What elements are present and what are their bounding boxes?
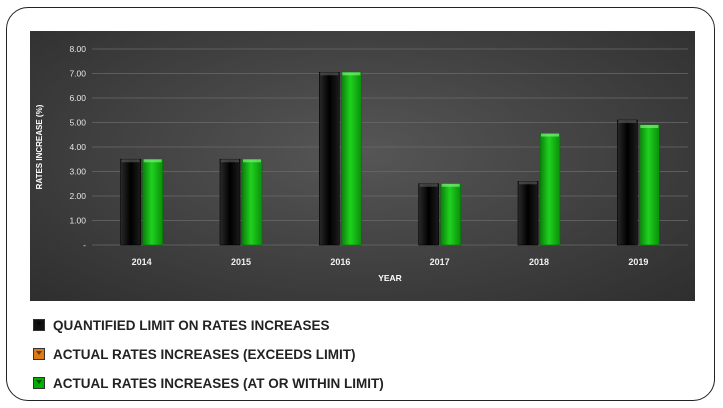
bar-chart: - 1.00 2.00 3.00 4.00 5.00 6.00 7.00 8.00 RATES I… xyxy=(35,44,688,283)
bar-top-highlight xyxy=(419,183,438,187)
x-tick-label: 2015 xyxy=(231,257,251,267)
legend-label: ACTUAL RATES INCREASES (AT OR WITHIN LIM… xyxy=(53,375,384,391)
x-tick-label: 2014 xyxy=(132,257,152,267)
bar-top-highlight xyxy=(342,72,361,76)
y-tick-label: 6.00 xyxy=(69,93,86,103)
bar-limit xyxy=(418,183,439,246)
y-tick-label: 2.00 xyxy=(69,191,86,201)
bar-limit xyxy=(517,181,539,246)
y-tick-label: - xyxy=(83,240,86,250)
legend-swatch-notch xyxy=(36,380,42,384)
legend-label: QUANTIFIED LIMIT ON RATES INCREASES xyxy=(53,317,330,333)
legend-item-within-limit: ACTUAL RATES INCREASES (AT OR WITHIN LIM… xyxy=(33,374,384,392)
bar-actual xyxy=(440,183,461,246)
bar-actual xyxy=(241,158,263,246)
x-tick-label: 2017 xyxy=(430,257,450,267)
bar-top-highlight xyxy=(441,183,460,187)
x-axis-label: YEAR xyxy=(378,273,402,283)
bar-top-highlight xyxy=(519,181,537,185)
bar-top-highlight xyxy=(640,124,659,128)
legend-swatch-icon xyxy=(33,348,45,360)
bar-top-highlight xyxy=(243,159,261,163)
bar-limit xyxy=(120,158,141,246)
y-tick-label: 8.00 xyxy=(69,44,86,54)
bar-actual xyxy=(639,124,660,246)
y-axis-label: RATES INCREASE (%) xyxy=(35,104,44,189)
legend-swatch-icon xyxy=(33,377,45,389)
bar-top-highlight xyxy=(143,159,162,163)
legend: QUANTIFIED LIMIT ON RATES INCREASES ACTU… xyxy=(33,316,384,403)
bar-top-highlight xyxy=(221,159,239,163)
bar-limit xyxy=(617,119,638,246)
bar-top-highlight xyxy=(618,120,637,124)
bar-actual xyxy=(341,71,362,246)
y-tick-label: 5.00 xyxy=(69,118,86,128)
bar-limit xyxy=(319,71,340,246)
x-tick-label: 2016 xyxy=(330,257,350,267)
legend-item-exceeds-limit: ACTUAL RATES INCREASES (EXCEEDS LIMIT) xyxy=(33,345,384,363)
legend-label: ACTUAL RATES INCREASES (EXCEEDS LIMIT) xyxy=(53,346,356,362)
x-tick-label: 2019 xyxy=(628,257,648,267)
y-tick-label: 4.00 xyxy=(69,142,86,152)
y-tick-label: 7.00 xyxy=(69,69,86,79)
legend-swatch-notch xyxy=(36,322,42,326)
bar-top-highlight xyxy=(320,72,339,76)
legend-item-quantified-limit: QUANTIFIED LIMIT ON RATES INCREASES xyxy=(33,316,384,334)
legend-swatch-notch xyxy=(36,351,42,355)
bar-actual xyxy=(142,158,163,246)
y-tick-label: 3.00 xyxy=(69,167,86,177)
x-tick-label: 2018 xyxy=(529,257,549,267)
bar-actual xyxy=(539,133,561,246)
y-tick-label: 1.00 xyxy=(69,216,86,226)
legend-swatch-icon xyxy=(33,319,45,331)
bar-top-highlight xyxy=(121,159,140,163)
bar-limit xyxy=(219,158,241,246)
bar-top-highlight xyxy=(541,133,559,137)
